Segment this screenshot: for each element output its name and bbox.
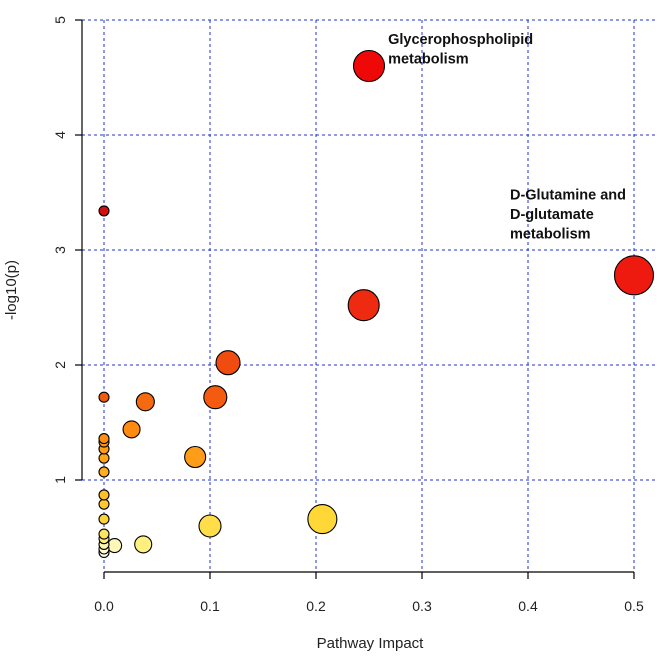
annotation-label: D-glutamate <box>510 207 594 223</box>
data-point <box>135 392 155 412</box>
annotation-label: metabolism <box>388 52 469 68</box>
data-point <box>98 433 110 445</box>
data-point <box>215 350 241 376</box>
y-tick-label: 2 <box>52 361 68 369</box>
data-point <box>98 452 110 464</box>
annotations: Glycerophospholipid metabolism D-Glutamine… <box>388 32 626 242</box>
data-point <box>98 391 110 403</box>
data-point <box>613 255 655 296</box>
y-axis-title: -log10(p) <box>3 260 20 320</box>
y-tick-label: 5 <box>52 16 68 24</box>
x-tick-label: 0.1 <box>200 598 220 614</box>
data-point <box>307 504 338 535</box>
data-point <box>98 498 110 510</box>
y-tick-label: 4 <box>52 131 68 139</box>
annotation-label: D-Glutamine and <box>510 187 626 203</box>
x-tick-label: 0.3 <box>412 598 432 614</box>
data-point <box>98 513 110 525</box>
data-point <box>347 289 380 322</box>
x-tick-label: 0.2 <box>306 598 326 614</box>
data-points <box>98 49 655 559</box>
annotation-label: Glycerophospholipid <box>388 32 533 48</box>
data-point <box>198 514 222 538</box>
data-point <box>98 466 110 478</box>
data-point <box>98 528 110 540</box>
x-axis-title: Pathway Impact <box>317 635 425 652</box>
data-point <box>107 537 123 554</box>
data-point <box>184 445 207 469</box>
tick-labels: 0.0 0.1 0.2 0.3 0.4 0.5 1 2 3 4 5 <box>52 16 644 614</box>
y-tick-label: 1 <box>52 476 68 484</box>
data-point <box>203 385 228 410</box>
x-tick-label: 0.4 <box>518 598 538 614</box>
x-tick-label: 0.0 <box>94 598 114 614</box>
x-tick-label: 0.5 <box>624 598 644 614</box>
data-point <box>122 420 141 439</box>
annotation-label: metabolism <box>510 226 591 242</box>
grid-lines <box>82 19 655 572</box>
data-point <box>352 49 386 83</box>
y-tick-label: 3 <box>52 246 68 254</box>
data-point <box>134 535 153 554</box>
data-point <box>98 489 110 501</box>
data-point <box>98 205 110 217</box>
